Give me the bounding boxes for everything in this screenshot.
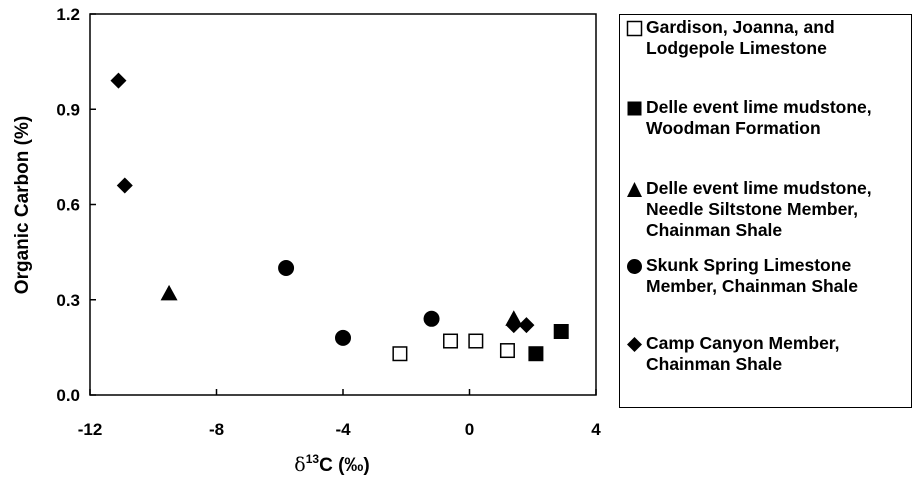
- data-point-filled-circle: [423, 310, 440, 327]
- data-point-filled-circle: [335, 329, 351, 346]
- data-point-open-square: [443, 333, 459, 349]
- x-tick-label: 0: [465, 420, 474, 439]
- y-tick-label: 0.0: [56, 386, 80, 405]
- data-point-filled-diamond: [116, 177, 133, 194]
- legend-label: Delle event lime mudstone, Woodman Forma…: [646, 97, 872, 138]
- filled-circle-marker-icon: [627, 259, 642, 274]
- legend-label: Skunk Spring Limestone Member, Chainman …: [646, 255, 859, 296]
- legend-entry-camp-canyon: Camp Canyon Member, Chainman Shale: [626, 333, 840, 375]
- data-point-filled-triangle: [160, 284, 178, 301]
- y-tick-label: 0.6: [56, 196, 80, 215]
- filled-square-marker-icon: [627, 101, 642, 116]
- data-point-open-square: [392, 346, 408, 362]
- x-tick-label: -4: [335, 420, 351, 439]
- data-point-open-square: [499, 343, 515, 359]
- legend-label: Camp Canyon Member, Chainman Shale: [646, 333, 840, 374]
- x-tick-label: -12: [78, 420, 103, 439]
- x-tick-label: 4: [591, 420, 601, 439]
- x-tick-label: -8: [209, 420, 224, 439]
- open-square-marker-icon: [626, 20, 643, 37]
- legend-label: Gardison, Joanna, and Lodgepole Limeston…: [646, 17, 835, 58]
- x-axis-title: δ13C (‰): [294, 452, 369, 476]
- y-tick-label: 1.2: [56, 5, 80, 24]
- legend-label: Delle event lime mudstone, Needle Siltst…: [646, 178, 872, 240]
- data-point-open-square: [468, 333, 484, 349]
- data-point-filled-diamond: [518, 317, 535, 334]
- y-tick-label: 0.9: [56, 100, 80, 119]
- y-tick-label: 0.3: [56, 291, 80, 310]
- filled-diamond-marker-icon: [627, 337, 642, 352]
- legend-entry-gardison: Gardison, Joanna, and Lodgepole Limeston…: [626, 17, 835, 59]
- legend-entry-delle-needle: Delle event lime mudstone, Needle Siltst…: [626, 178, 872, 241]
- data-point-filled-diamond: [505, 317, 522, 334]
- data-point-filled-diamond: [110, 72, 127, 89]
- chart: -12 -8 -4 0 4 0.0 0.3 0.6 0.9 1.2 Organic Carbon …: [12, 5, 601, 476]
- legend-entry-skunk-spring: Skunk Spring Limestone Member, Chainman …: [626, 255, 858, 297]
- legend: Gardison, Joanna, and Lodgepole Limeston…: [619, 14, 912, 408]
- y-axis-title: Organic Carbon (%): [12, 116, 33, 294]
- legend-entry-delle-woodman: Delle event lime mudstone, Woodman Forma…: [626, 97, 872, 139]
- data-point-filled-square: [528, 346, 544, 362]
- data-point-filled-circle: [278, 260, 295, 276]
- data-point-filled-square: [553, 324, 569, 339]
- filled-triangle-marker-icon: [627, 182, 642, 197]
